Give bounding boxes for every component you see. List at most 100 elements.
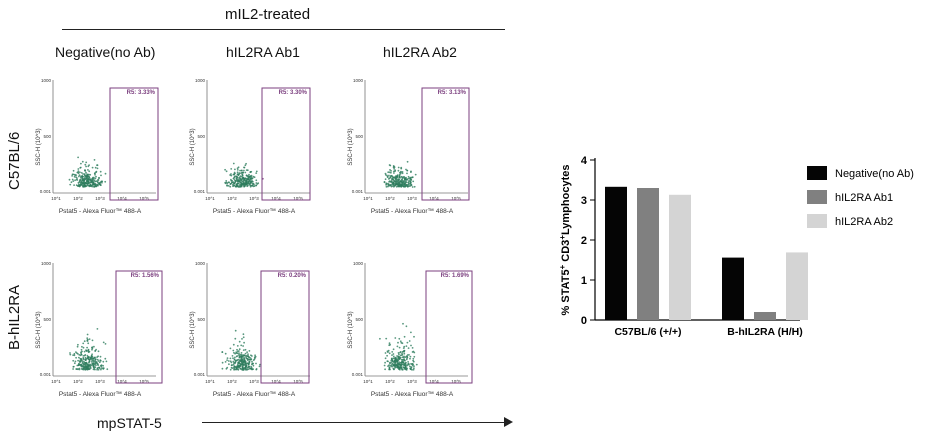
- event-dot: [240, 357, 243, 360]
- event-dot: [239, 353, 242, 356]
- event-dot: [76, 179, 79, 181]
- bar: [637, 188, 659, 320]
- event-dot: [94, 358, 97, 360]
- event-dot: [242, 345, 244, 347]
- bar: [786, 252, 808, 320]
- x-tick-label: 10^5: [293, 379, 303, 384]
- event-dot: [390, 365, 393, 367]
- event-dot: [392, 184, 395, 187]
- event-dot: [81, 160, 84, 163]
- event-dot: [410, 344, 412, 347]
- event-dot: [86, 337, 89, 339]
- x-axis-label: Pstat5 - Alexa Fluor™ 488-A: [59, 391, 142, 398]
- event-dot: [391, 351, 394, 353]
- event-dot: [388, 344, 391, 347]
- event-dot: [75, 351, 77, 353]
- event-dot: [235, 366, 238, 369]
- event-dot: [397, 356, 399, 359]
- event-dot: [242, 172, 244, 174]
- flow-plot-svg: 1000 500 0.001 10^1 10^2 10^3 10^4 10^5 SSC-H (1…: [190, 78, 311, 215]
- event-dot: [246, 369, 248, 371]
- event-dot: [84, 368, 87, 371]
- event-dot: [72, 180, 75, 182]
- event-dot: [238, 348, 241, 351]
- event-dot: [239, 176, 241, 179]
- event-dot: [87, 365, 90, 368]
- event-dot: [227, 184, 230, 187]
- event-dot: [400, 367, 402, 369]
- event-dot: [250, 177, 252, 180]
- event-dot: [392, 176, 395, 179]
- event-dot: [244, 348, 247, 351]
- y-tick-label: 1000: [41, 261, 52, 266]
- y-tick-label: 500: [355, 317, 363, 322]
- x-tick-label: 10^2: [73, 379, 83, 384]
- event-dot: [406, 354, 409, 356]
- event-dot: [229, 357, 232, 360]
- x-axis-label: Pstat5 - Alexa Fluor™ 488-A: [213, 208, 296, 215]
- label-segment: % STAT5: [560, 269, 572, 315]
- event-dot: [224, 181, 227, 184]
- event-dot: [251, 182, 254, 185]
- event-dot: [396, 360, 399, 363]
- event-dot: [229, 368, 232, 371]
- event-dot: [230, 361, 233, 364]
- event-dot: [235, 359, 237, 362]
- event-dot: [397, 366, 399, 369]
- event-dot: [228, 363, 230, 366]
- event-dot: [94, 166, 97, 169]
- event-dot: [95, 175, 97, 178]
- event-dot: [81, 177, 84, 180]
- event-dot: [246, 358, 249, 360]
- event-dot: [92, 364, 94, 366]
- event-dot: [237, 166, 240, 169]
- event-dot: [85, 177, 88, 180]
- x-tick-label: 10^2: [73, 196, 83, 201]
- event-dot: [411, 363, 413, 366]
- event-dot: [398, 361, 401, 364]
- event-dot: [84, 163, 87, 166]
- event-dot: [251, 360, 253, 363]
- x-tick-label: 10^3: [249, 196, 259, 201]
- event-dot: [396, 359, 398, 362]
- mpstat5-arrow-line: [202, 422, 508, 423]
- event-dot: [406, 355, 408, 358]
- event-dot: [387, 183, 390, 186]
- event-dot: [89, 357, 92, 360]
- event-dot: [87, 358, 90, 361]
- event-dot: [385, 337, 388, 340]
- event-dots: [221, 329, 261, 371]
- event-dot: [389, 184, 391, 186]
- event-dot: [397, 352, 400, 354]
- event-dot: [250, 181, 253, 184]
- event-dot: [415, 363, 418, 366]
- event-dot: [383, 364, 386, 367]
- event-dot: [413, 185, 416, 188]
- event-dot: [392, 348, 395, 351]
- event-dot: [73, 352, 76, 355]
- event-dot: [224, 352, 227, 355]
- event-dot: [411, 176, 414, 179]
- gate-r5: [109, 87, 159, 201]
- event-dot: [412, 357, 415, 360]
- event-dot: [95, 170, 98, 173]
- event-dot: [87, 173, 90, 176]
- event-dot: [244, 164, 247, 167]
- event-dot: [409, 355, 412, 358]
- event-dot: [227, 360, 230, 362]
- gate-r5: [260, 270, 310, 384]
- event-dot: [226, 366, 229, 369]
- event-dot: [404, 356, 407, 358]
- x-tick-label: 10^4: [429, 196, 439, 201]
- event-dot: [242, 354, 245, 357]
- event-dot: [81, 175, 84, 178]
- event-dot: [384, 178, 387, 181]
- event-dot: [243, 341, 245, 344]
- event-dot: [73, 362, 76, 365]
- event-dot: [70, 181, 73, 184]
- y-tick-label: 500: [43, 134, 51, 139]
- event-dot: [83, 180, 85, 182]
- event-dot: [82, 363, 85, 366]
- event-dot: [393, 176, 396, 178]
- event-dot: [232, 349, 235, 352]
